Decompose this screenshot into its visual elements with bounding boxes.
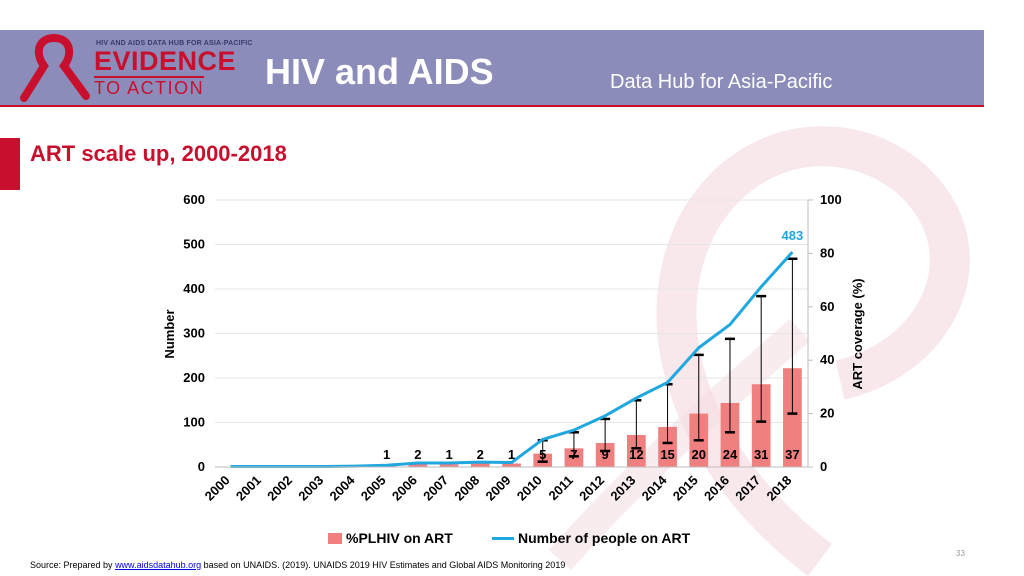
legend-line-label: Number of people on ART — [518, 530, 691, 546]
x-tick-label: 2006 — [389, 473, 420, 504]
bar-data-label: 9 — [602, 447, 609, 462]
bar-data-label: 1 — [445, 447, 452, 462]
x-tick-label: 2011 — [545, 473, 576, 504]
logo-top-text: HIV AND AIDS DATA HUB FOR ASIA-PACIFIC — [96, 40, 253, 47]
x-tick-label: 2014 — [639, 472, 671, 504]
x-tick-label: 2017 — [732, 473, 763, 504]
bar-data-label: 2 — [477, 447, 484, 462]
y2-tick-label: 40 — [820, 352, 834, 367]
legend-line-swatch — [492, 536, 514, 540]
bar-data-label: 24 — [723, 447, 738, 462]
bar-data-label: 37 — [785, 447, 799, 462]
bar-data-label: 20 — [692, 447, 706, 462]
x-tick-label: 2013 — [607, 473, 638, 504]
source-link[interactable]: www.aidsdatahub.org — [115, 560, 202, 570]
x-tick-label: 2001 — [233, 473, 264, 504]
source-suffix: based on UNAIDS. (2019). UNAIDS 2019 HIV… — [203, 560, 566, 570]
x-tick-label: 2004 — [327, 472, 359, 504]
y2-tick-label: 20 — [820, 406, 834, 421]
bar-plhiv-on-art — [408, 464, 428, 467]
red-ribbon-icon — [20, 34, 90, 102]
legend-bar-swatch — [328, 532, 342, 544]
y-tick-label: 600 — [183, 192, 205, 207]
bar-plhiv-on-art — [751, 384, 771, 467]
bar-data-label: 1 — [508, 447, 515, 462]
bar-data-label: 12 — [629, 447, 643, 462]
header-banner: HIV AND AIDS DATA HUB FOR ASIA-PACIFIC E… — [0, 30, 984, 107]
bar-plhiv-on-art — [626, 434, 646, 467]
x-tick-label: 2008 — [451, 473, 482, 504]
bar-data-label: 5 — [539, 447, 546, 462]
y-tick-label: 200 — [183, 370, 205, 385]
x-tick-label: 2000 — [202, 473, 233, 504]
bar-plhiv-on-art — [783, 368, 802, 467]
y-tick-label: 400 — [183, 281, 205, 296]
x-tick-label: 2002 — [264, 473, 295, 504]
bar-plhiv-on-art — [564, 448, 584, 467]
x-tick-label: 2009 — [483, 473, 514, 504]
bar-data-label: 7 — [570, 447, 577, 462]
line-end-label: 483 — [782, 228, 804, 243]
y-tick-label: 0 — [198, 459, 205, 474]
bar-data-label: 31 — [754, 447, 768, 462]
legend-item-bars: %PLHIV on ART — [328, 530, 453, 546]
bar-data-label: 2 — [414, 447, 421, 462]
source-note: Source: Prepared by www.aidsdatahub.org … — [30, 560, 565, 570]
x-tick-label: 2010 — [514, 473, 545, 504]
x-tick-label: 2012 — [576, 473, 607, 504]
y-axis-label: Number — [162, 309, 177, 358]
header-subtitle: Data Hub for Asia-Pacific — [610, 71, 833, 93]
logo-action-text: TO ACTION — [94, 76, 205, 98]
x-tick-label: 2015 — [670, 473, 701, 504]
x-tick-label: 2005 — [358, 473, 389, 504]
y2-tick-label: 100 — [820, 192, 842, 207]
x-tick-label: 2007 — [420, 473, 451, 504]
evidence-to-action-logo: HIV AND AIDS DATA HUB FOR ASIA-PACIFIC E… — [14, 34, 252, 102]
page-number: 33 — [956, 549, 965, 558]
bar-plhiv-on-art — [658, 426, 677, 467]
y2-tick-label: 60 — [820, 299, 834, 314]
legend-bar-label: %PLHIV on ART — [346, 530, 453, 546]
slide-title: ART scale up, 2000-2018 — [30, 141, 287, 166]
legend-item-line: Number of people on ART — [492, 530, 690, 546]
x-tick-label: 2003 — [295, 473, 326, 504]
bar-plhiv-on-art — [720, 402, 740, 467]
logo-evidence-text: EVIDENCE — [94, 46, 237, 76]
bar-plhiv-on-art — [595, 442, 615, 467]
y-tick-label: 300 — [183, 326, 205, 341]
bar-plhiv-on-art — [439, 464, 459, 467]
bar-plhiv-on-art — [470, 462, 490, 467]
bar-plhiv-on-art — [502, 463, 521, 467]
bar-data-label: 1 — [383, 447, 390, 462]
title-accent-bar — [0, 138, 20, 190]
bar-data-label: 15 — [660, 447, 674, 462]
x-tick-label: 2016 — [701, 473, 732, 504]
header-title: HIV and AIDS — [265, 51, 494, 92]
y-tick-label: 500 — [183, 237, 205, 252]
y2-tick-label: 80 — [820, 245, 834, 260]
y-tick-label: 100 — [183, 415, 205, 430]
x-tick-label: 2018 — [763, 473, 794, 504]
y2-axis-label: ART coverage (%) — [850, 278, 865, 389]
source-prefix: Source: Prepared by — [30, 560, 113, 570]
y2-tick-label: 0 — [820, 459, 827, 474]
